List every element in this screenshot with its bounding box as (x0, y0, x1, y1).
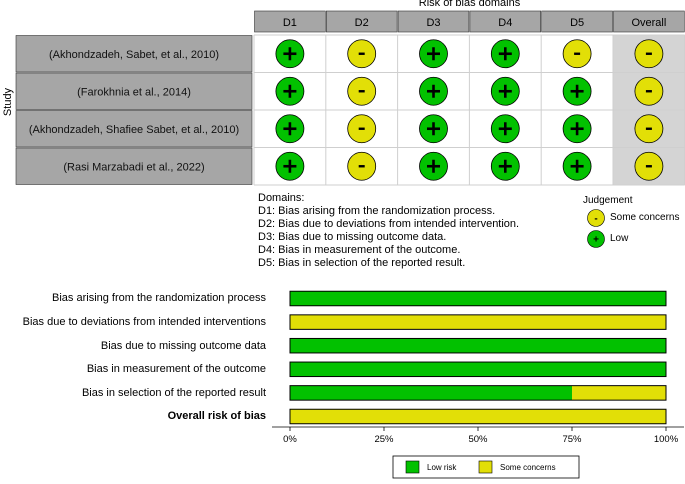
bar-legend-swatch-low-risk (405, 460, 420, 474)
bar-outline (289, 314, 667, 330)
bar-outline (289, 361, 667, 378)
bar-segment-some-concerns (572, 385, 666, 401)
bar-legend-label-low-risk: Low risk (427, 463, 457, 472)
bar-legend-swatch-some-concerns (478, 460, 493, 474)
bar-label-overall: Overall risk of bias (167, 410, 266, 422)
column-header-d4 (469, 10, 541, 33)
column-header-label-d1: D1 (283, 17, 297, 29)
x-tick-label-75: 75% (562, 434, 582, 445)
bar-label-measurement: Bias in measurement of the outcome (86, 363, 266, 375)
study-axis-label: Study (2, 87, 15, 117)
bar-segment-low-risk (290, 291, 666, 306)
bar-segment-low-risk (290, 362, 666, 377)
column-header-d2 (325, 10, 398, 33)
bar-outline (289, 290, 667, 307)
domain-description-d5: D5: Bias in selection of the reported re… (258, 257, 466, 269)
domains-legend: Domains: D1: Bias arising from the rando… (258, 192, 519, 270)
column-header-label-d3: D3 (426, 17, 440, 29)
study-cell (15, 35, 253, 73)
bar-label-randomization: Bias arising from the randomization proc… (52, 292, 266, 304)
bar-segment-some-concerns (290, 314, 666, 330)
x-tick-label-25: 25% (374, 434, 394, 445)
judgement-legend-symbol-low: + (593, 235, 599, 246)
study-cell (15, 72, 253, 110)
risk-of-bias-header-title: Risk of bias domains (418, 0, 521, 9)
column-header-d5 (541, 10, 613, 33)
column-header-label-overall: Overall (631, 17, 666, 29)
column-header-label-d4: D4 (498, 17, 512, 29)
x-tick-label-100: 100% (653, 434, 679, 445)
domain-description-d2: D2: Bias due to deviations from intended… (258, 218, 520, 230)
x-tick-label-50: 50% (468, 434, 488, 445)
bar-outline (289, 385, 667, 401)
domain-description-d4: D4: Bias in measurement of the outcome. (258, 244, 461, 256)
domain-description-d3: D3: Bias due to missing outcome data. (258, 231, 447, 243)
study-cell (15, 147, 253, 185)
bar-outline (289, 337, 667, 354)
study-label: (Akhondzadeh, Shafiee Sabet, et al., 201… (29, 124, 239, 136)
judgement-legend-symbol-some-concerns: - (594, 214, 597, 225)
judgement-legend-label-some-concerns: Some concerns (610, 212, 680, 223)
bar-label-missing-data: Bias due to missing outcome data (100, 340, 266, 352)
bar-label-deviations: Bias due to deviations from intended int… (22, 316, 266, 328)
bar-outline (289, 408, 667, 425)
bar-segment-low-risk (290, 385, 572, 401)
judgement-legend-label-low: Low (610, 233, 629, 244)
domain-description-d1: D1: Bias arising from the randomization … (258, 205, 496, 217)
x-tick-label-0: 0% (283, 434, 297, 445)
bar-legend-label-some-concerns: Some concerns (500, 463, 556, 472)
column-header-label-d2: D2 (355, 17, 369, 29)
study-label: (Farokhnia et al., 2014) (77, 86, 191, 98)
domains-title: Domains: (258, 192, 305, 204)
judgement-legend-icon-low (587, 230, 605, 248)
bar-segment-low-risk (290, 338, 666, 353)
study-cell (15, 110, 253, 148)
study-label: (Akhondzadeh, Sabet, et al., 2010) (49, 49, 219, 61)
judgement-legend-title: Judgement (583, 195, 633, 206)
column-header-d1 (254, 10, 326, 33)
bar-segment-some-concerns (290, 409, 666, 424)
study-label: (Rasi Marzabadi et al., 2022) (63, 161, 204, 173)
column-header-overall (613, 10, 685, 33)
column-header-label-d5: D5 (570, 17, 584, 29)
column-header-d3 (397, 10, 470, 33)
judgement-legend-icon-some-concerns (587, 209, 605, 227)
bar-label-selection: Bias in selection of the reported result (81, 387, 266, 399)
